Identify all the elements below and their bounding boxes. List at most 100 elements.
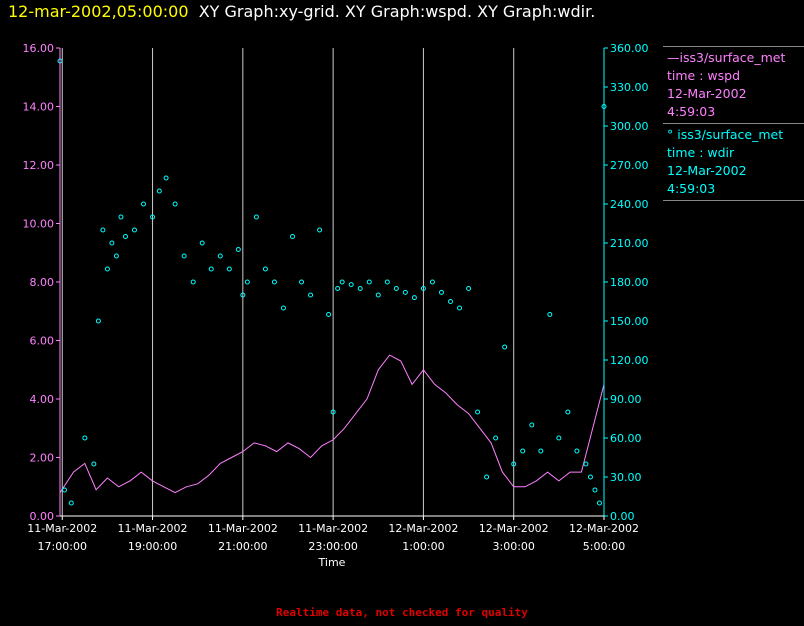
legend-time-label: 4:59:03 — [667, 104, 716, 119]
legend-time-label: 4:59:03 — [667, 181, 716, 196]
wdir-point — [335, 286, 341, 291]
x-tick-label-date: 12-Mar-2002 — [569, 522, 639, 535]
wdir-point — [587, 474, 593, 480]
wdir-point — [457, 305, 463, 311]
wdir-point — [100, 227, 106, 233]
xy-graph-plot: 0.00 2.00 4.00 6.00 8.00 10.00 12.00 14.00 16.00… — [23, 42, 649, 569]
wdir-point — [199, 240, 205, 246]
x-tick-label-time: 21:00:00 — [218, 540, 267, 553]
right-y-axis: 0.00 30.00 60.00 90.00 120.00 150.00 180.00 210… — [603, 42, 649, 523]
legend-variable-label: time : wdir — [667, 145, 735, 160]
wdir-point — [262, 266, 268, 272]
wdir-point — [280, 305, 286, 311]
wdir-point — [190, 279, 196, 285]
left-tick-label: 0.00 — [30, 510, 55, 523]
right-tick-label: 120.00 — [610, 354, 649, 367]
wdir-point — [493, 435, 499, 441]
left-tick-label: 4.00 — [30, 393, 55, 406]
wdir-point — [520, 448, 526, 454]
left-tick-label: 10.00 — [23, 218, 55, 231]
wdir-point — [411, 295, 417, 301]
wdir-point — [104, 266, 110, 272]
x-tick-label-date: 11-Mar-2002 — [27, 522, 97, 535]
wdir-point — [172, 201, 178, 207]
wdir-point — [583, 461, 589, 467]
wdir-point — [511, 461, 517, 467]
wdir-point — [420, 286, 426, 291]
left-tick-label: 6.00 — [30, 335, 55, 348]
wdir-point — [156, 188, 162, 194]
wdir-point — [317, 227, 323, 233]
wdir-point — [330, 409, 336, 415]
wdir-point — [592, 487, 598, 493]
wdir-point — [547, 312, 553, 317]
x-tick-label-date: 12-Mar-2002 — [479, 522, 549, 535]
wdir-point — [226, 266, 232, 272]
legend-entry-wspd[interactable]: —iss3/surface_met time : wspd 12-Mar-200… — [663, 46, 804, 123]
x-tick-label-date: 11-Mar-2002 — [208, 522, 278, 535]
wdir-point — [357, 286, 363, 291]
right-tick-label: 360.00 — [610, 42, 649, 55]
wdir-point — [289, 234, 295, 239]
x-tick-label-time: 3:00:00 — [493, 540, 535, 553]
wdir-point — [68, 500, 74, 506]
title-graph-list: XY Graph:xy-grid. XY Graph:wspd. XY Grap… — [198, 2, 596, 21]
wdir-point — [529, 422, 535, 428]
wdir-series — [57, 58, 607, 506]
wdir-point — [240, 292, 246, 298]
wdir-point — [466, 286, 472, 291]
right-tick-label: 210.00 — [610, 237, 649, 250]
wdir-point — [348, 282, 354, 288]
wdir-point — [253, 214, 259, 220]
legend-source-label: —iss3/surface_met — [667, 50, 786, 65]
wdir-point — [150, 214, 156, 220]
wdir-point — [109, 240, 115, 246]
time-grid-lines — [61, 48, 515, 516]
wdir-point — [438, 289, 444, 295]
wdir-point — [131, 227, 137, 233]
quality-disclaimer: Realtime data, not checked for quality — [276, 606, 528, 619]
wdir-point — [118, 214, 124, 220]
wdir-point — [484, 474, 490, 480]
wdir-point — [113, 253, 119, 259]
left-tick-label: 8.00 — [30, 276, 55, 289]
graph-legend: —iss3/surface_met time : wspd 12-Mar-200… — [663, 46, 804, 201]
right-tick-label: 90.00 — [610, 393, 642, 406]
left-tick-label: 12.00 — [23, 159, 55, 172]
wdir-point — [82, 435, 88, 441]
right-tick-label: 300.00 — [610, 120, 649, 133]
legend-variable-label: time : wspd — [667, 68, 741, 83]
title-timestamp: 12-mar-2002,05:00:00 — [8, 2, 189, 21]
right-tick-label: 270.00 — [610, 159, 649, 172]
wdir-point — [308, 292, 314, 298]
x-tick-label-date: 11-Mar-2002 — [298, 522, 368, 535]
right-tick-label: 0.00 — [610, 510, 635, 523]
wdir-point — [339, 279, 345, 285]
wdir-point — [502, 344, 508, 350]
wdir-point — [393, 286, 399, 291]
wdir-point — [538, 448, 544, 454]
x-tick-label-time: 1:00:00 — [402, 540, 444, 553]
right-tick-label: 240.00 — [610, 198, 649, 211]
x-tick-label-time: 17:00:00 — [38, 540, 87, 553]
x-tick-label-date: 12-Mar-2002 — [388, 522, 458, 535]
wdir-point — [326, 312, 332, 317]
wdir-point — [448, 299, 454, 304]
wdir-point — [208, 266, 214, 272]
wdir-point — [163, 175, 169, 181]
right-tick-label: 60.00 — [610, 432, 642, 445]
x-tick-label-time: 23:00:00 — [308, 540, 357, 553]
wdir-point — [141, 201, 147, 207]
wdir-point — [271, 279, 277, 285]
wdir-point — [95, 318, 101, 324]
wspd-series — [59, 354, 605, 494]
wdir-point — [244, 279, 250, 285]
legend-date-label: 12-Mar-2002 — [667, 163, 747, 178]
wdir-point — [181, 253, 187, 259]
legend-entry-wdir[interactable]: ° iss3/surface_met time : wdir 12-Mar-20… — [663, 123, 804, 201]
wdir-point — [91, 461, 97, 467]
wdir-point — [574, 448, 580, 454]
wdir-point — [475, 409, 481, 415]
left-tick-label: 14.00 — [23, 101, 55, 114]
x-axis-title: Time — [318, 556, 346, 569]
